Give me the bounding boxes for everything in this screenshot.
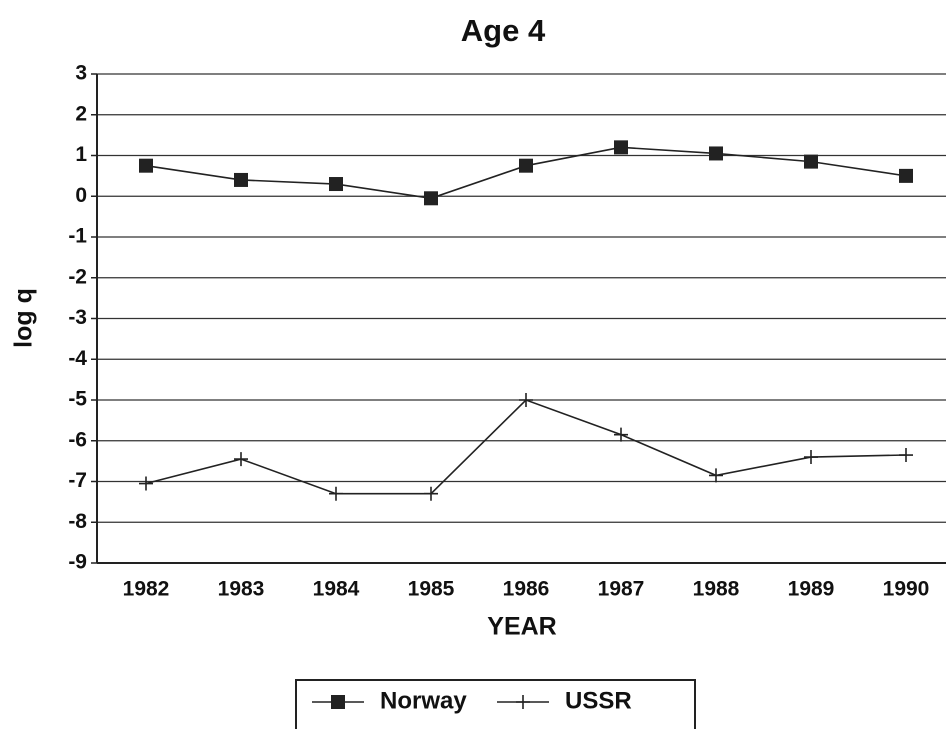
x-tick-label: 1988 [693, 578, 740, 601]
data-point [804, 450, 818, 465]
y-tick-label: -7 [68, 469, 87, 492]
data-point [234, 172, 248, 187]
legend-label: USSR [565, 687, 632, 714]
data-point [139, 476, 153, 491]
data-point [899, 168, 913, 183]
data-point [424, 191, 438, 206]
y-tick-label: 2 [75, 102, 87, 125]
x-tick-label: 1984 [313, 578, 360, 601]
y-tick-label: -9 [68, 551, 87, 574]
y-tick-label: 1 [75, 143, 87, 166]
data-point [804, 154, 818, 169]
data-point [709, 468, 723, 483]
y-tick-label: -3 [68, 306, 87, 329]
chart-title: Age 4 [461, 13, 546, 48]
y-tick-label: 3 [75, 62, 87, 85]
x-tick-label: 1987 [598, 578, 645, 601]
data-point [519, 158, 533, 173]
legend-marker [331, 695, 345, 709]
data-point [139, 158, 153, 173]
x-tick-label: 1986 [503, 578, 550, 601]
y-tick-label: -1 [68, 225, 87, 248]
data-point [709, 146, 723, 161]
y-tick-label: -4 [68, 347, 87, 370]
data-point [424, 486, 438, 501]
legend-label: Norway [380, 687, 467, 714]
y-tick-label: -8 [68, 510, 87, 533]
series-line [145, 399, 907, 495]
data-point [519, 393, 533, 407]
y-tick-label: 0 [75, 184, 87, 207]
data-point [234, 452, 248, 467]
y-tick-label: -2 [68, 265, 87, 288]
y-tick-label: -6 [68, 428, 87, 451]
x-tick-label: 1990 [883, 578, 930, 601]
data-point [329, 177, 343, 192]
data-point [614, 427, 628, 442]
x-tick-label: 1985 [408, 578, 455, 601]
data-point [614, 140, 628, 155]
legend-box [295, 679, 696, 729]
y-axis-label: log q [10, 288, 38, 348]
x-tick-label: 1983 [218, 578, 265, 601]
data-point [899, 448, 913, 463]
x-axis-label: YEAR [487, 613, 556, 641]
data-point [329, 486, 343, 501]
legend-marker [516, 695, 530, 709]
x-tick-label: 1982 [123, 578, 170, 601]
x-tick-label: 1989 [788, 578, 835, 601]
y-tick-label: -5 [68, 388, 87, 411]
